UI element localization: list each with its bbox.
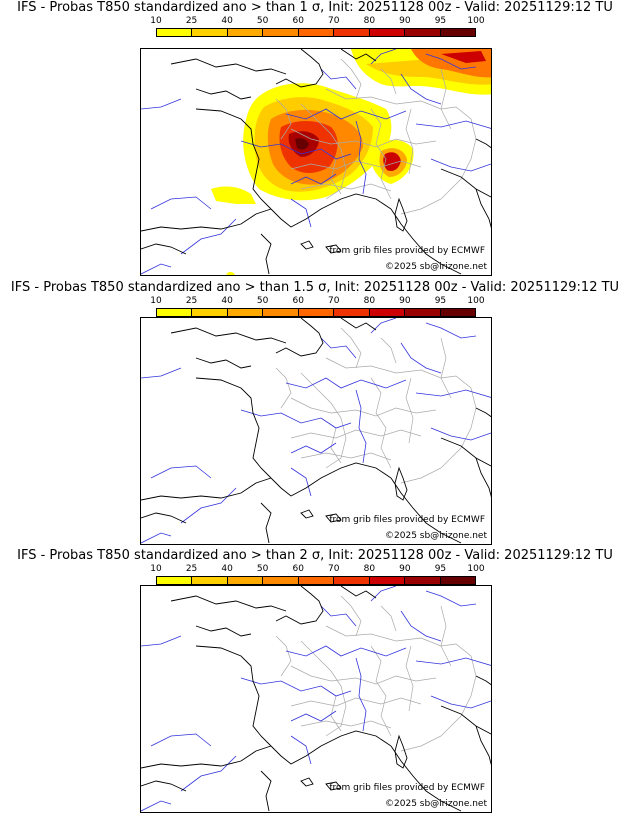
- copyright-credit: ©2025 sb@irizone.net: [385, 799, 487, 809]
- color-legend: 10 25 40 50 60 70 80 90 95 100: [150, 16, 485, 40]
- legend-tick-label: 60: [292, 564, 304, 574]
- data-source-credit: from grib files provided by ECMWF: [329, 246, 485, 256]
- legend-color-swatch: [298, 577, 335, 584]
- legend-bar: [156, 308, 476, 317]
- legend-color-swatch: [440, 309, 475, 316]
- legend-tick-label: 95: [434, 16, 447, 26]
- legend-tick-label: 100: [467, 564, 485, 574]
- legend-tick-label: 70: [328, 296, 340, 306]
- legend-tick-label: 10: [150, 564, 162, 574]
- legend-color-swatch: [157, 577, 193, 584]
- color-legend: 10 25 40 50 60 70 80 90 95 100: [150, 296, 485, 320]
- map-canvas: [141, 318, 491, 544]
- legend-color-swatch: [369, 29, 406, 36]
- legend-tick-label: 25: [185, 564, 198, 574]
- legend-tick-label: 50: [256, 16, 269, 26]
- legend-tick-label: 80: [363, 296, 376, 306]
- legend-color-swatch: [227, 29, 264, 36]
- legend-color-swatch: [369, 309, 406, 316]
- legend-tick-label: 95: [434, 296, 447, 306]
- legend-color-swatch: [192, 29, 228, 36]
- legend-color-swatch: [192, 577, 228, 584]
- data-source-credit: from grib files provided by ECMWF: [329, 515, 485, 525]
- legend-color-swatch: [334, 29, 370, 36]
- legend-tick-label: 50: [256, 296, 269, 306]
- legend-tick-label: 90: [399, 16, 411, 26]
- forecast-panel-2sigma: IFS - Probas T850 standardized ano > tha…: [0, 548, 630, 818]
- legend-color-swatch: [440, 577, 475, 584]
- legend-labels: 10 25 40 50 60 70 80 90 95 100: [150, 564, 484, 576]
- legend-tick-label: 100: [467, 16, 485, 26]
- panel-title: IFS - Probas T850 standardized ano > tha…: [10, 280, 620, 295]
- legend-color-swatch: [157, 309, 193, 316]
- legend-color-swatch: [263, 577, 299, 584]
- legend-bar: [156, 28, 476, 37]
- copyright-credit: ©2025 sb@irizone.net: [385, 531, 487, 541]
- legend-tick-label: 25: [185, 16, 198, 26]
- legend-color-swatch: [405, 29, 441, 36]
- legend-tick-label: 90: [399, 296, 411, 306]
- color-legend: 10 25 40 50 60 70 80 90 95 100: [150, 564, 485, 588]
- legend-tick-label: 10: [150, 16, 162, 26]
- legend-color-swatch: [405, 577, 441, 584]
- legend-tick-label: 70: [328, 16, 340, 26]
- legend-tick-label: 95: [434, 564, 447, 574]
- legend-color-swatch: [298, 309, 335, 316]
- probability-map: from grib files provided by ECMWF ©2025 …: [140, 317, 492, 545]
- panel-title: IFS - Probas T850 standardized ano > tha…: [17, 548, 613, 563]
- legend-labels: 10 25 40 50 60 70 80 90 95 100: [150, 296, 484, 308]
- legend-color-swatch: [263, 309, 299, 316]
- legend-tick-label: 40: [221, 296, 233, 306]
- legend-color-swatch: [369, 577, 406, 584]
- legend-labels: 10 25 40 50 60 70 80 90 95 100: [150, 16, 484, 28]
- probability-map: from grib files provided by ECMWF ©2025 …: [140, 585, 492, 813]
- legend-bar: [156, 576, 476, 585]
- legend-tick-label: 80: [363, 16, 376, 26]
- legend-color-swatch: [440, 29, 475, 36]
- legend-tick-label: 70: [328, 564, 340, 574]
- panel-title: IFS - Probas T850 standardized ano > tha…: [17, 0, 613, 15]
- legend-tick-label: 90: [399, 564, 411, 574]
- legend-tick-label: 10: [150, 296, 162, 306]
- legend-tick-label: 60: [292, 16, 304, 26]
- legend-tick-label: 40: [221, 16, 233, 26]
- legend-color-swatch: [227, 309, 264, 316]
- probability-map: from grib files provided by ECMWF ©2025 …: [140, 48, 492, 276]
- legend-color-swatch: [157, 29, 193, 36]
- legend-color-swatch: [263, 29, 299, 36]
- legend-color-swatch: [298, 29, 335, 36]
- legend-color-swatch: [334, 309, 370, 316]
- forecast-panel-1-5sigma: IFS - Probas T850 standardized ano > tha…: [0, 280, 630, 550]
- legend-tick-label: 100: [467, 296, 485, 306]
- legend-color-swatch: [192, 309, 228, 316]
- data-source-credit: from grib files provided by ECMWF: [329, 783, 485, 793]
- legend-color-swatch: [334, 577, 370, 584]
- map-canvas: [141, 49, 491, 275]
- legend-tick-label: 60: [292, 296, 304, 306]
- copyright-credit: ©2025 sb@irizone.net: [385, 262, 487, 272]
- legend-tick-label: 80: [363, 564, 376, 574]
- legend-color-swatch: [405, 309, 441, 316]
- forecast-panel-1sigma: IFS - Probas T850 standardized ano > tha…: [0, 0, 630, 276]
- legend-color-swatch: [227, 577, 264, 584]
- map-canvas: [141, 586, 491, 812]
- probability-field: [211, 49, 491, 275]
- legend-tick-label: 40: [221, 564, 233, 574]
- legend-tick-label: 50: [256, 564, 269, 574]
- legend-tick-label: 25: [185, 296, 198, 306]
